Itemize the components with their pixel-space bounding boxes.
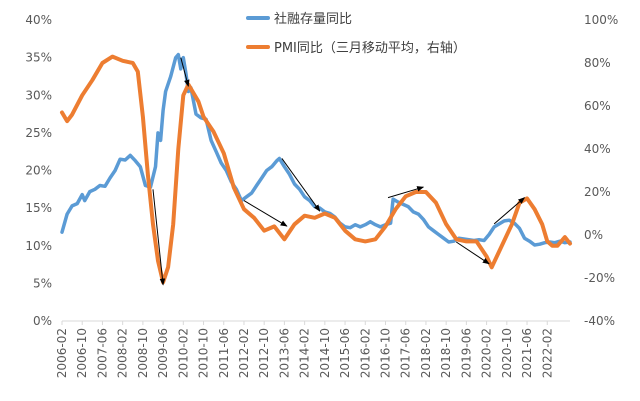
trend-arrow-3 (243, 200, 288, 227)
right-tick-label: 80% (584, 56, 611, 70)
x-tick-label: 2014-02 (298, 328, 312, 378)
x-tick-label: 2008-02 (116, 328, 130, 378)
x-tick-label: 2006-02 (55, 328, 69, 378)
trend-arrow-7 (493, 197, 526, 225)
x-tick-label: 2014-10 (318, 328, 332, 378)
right-tick-label: 20% (584, 185, 611, 199)
left-axis: 0% 5% 10% 15% 20% 25% 30% 35% 40% (25, 13, 52, 328)
x-tick-label: 2015-06 (338, 328, 352, 378)
x-tick-label: 2021-06 (520, 328, 534, 378)
x-tick-label: 2009-06 (156, 328, 170, 378)
right-tick-label: 40% (584, 142, 611, 156)
legend: 社融存量同比 PMI同比（三月移动平均，右轴） (246, 11, 466, 56)
series-layer (60, 52, 572, 285)
x-tick-label: 2022-02 (540, 328, 554, 378)
legend-label-1: 社融存量同比 (274, 11, 352, 27)
left-tick-label: 0% (33, 314, 52, 328)
x-tick-label: 2007-06 (95, 328, 109, 378)
trend-arrow-6 (455, 241, 490, 265)
left-tick-label: 40% (25, 13, 52, 27)
right-axis: -40% -20% 0% 20% 40% 60% 80% 100% (584, 13, 618, 328)
x-tick-label: 2016-10 (379, 328, 393, 378)
annotation-layer (152, 57, 526, 286)
x-tick-label: 2006-10 (75, 328, 89, 378)
left-tick-label: 10% (25, 239, 52, 253)
trend-arrow-4 (281, 158, 321, 212)
right-tick-label: -40% (584, 314, 615, 328)
x-tick-label: 2016-02 (358, 328, 372, 378)
legend-label-2: PMI同比（三月移动平均，右轴） (274, 41, 466, 56)
x-tick-label: 2018-02 (419, 328, 433, 378)
left-tick-label: 15% (25, 201, 52, 215)
x-tick-label: 2020-02 (480, 328, 494, 378)
left-tick-label: 20% (25, 164, 52, 178)
trend-arrow-2 (180, 57, 190, 87)
right-tick-label: -20% (584, 271, 615, 285)
x-tick-label: 2010-10 (197, 328, 211, 378)
x-tick-label: 2020-10 (500, 328, 514, 378)
x-axis: 2006-02 2006-10 2007-06 2008-02 2008-10 2009-… (55, 320, 570, 378)
x-tick-label: 2013-06 (277, 328, 291, 378)
x-tick-label: 2012-10 (257, 328, 271, 378)
right-tick-label: 60% (584, 99, 611, 113)
right-tick-label: 0% (584, 228, 603, 242)
series-line-2 (60, 54, 572, 285)
left-tick-label: 25% (25, 126, 52, 140)
x-tick-label: 2008-10 (136, 328, 150, 378)
left-tick-label: 30% (25, 88, 52, 102)
x-tick-label: 2012-02 (237, 328, 251, 378)
left-tick-label: 5% (33, 276, 52, 290)
x-tick-label: 2017-06 (399, 328, 413, 378)
x-tick-label: 2011-06 (217, 328, 231, 378)
right-tick-label: 100% (584, 13, 618, 27)
left-tick-label: 35% (25, 51, 52, 65)
trend-arrow-1 (152, 189, 166, 286)
x-tick-label: 2018-10 (439, 328, 453, 378)
x-tick-label: 2010-02 (176, 328, 190, 378)
trend-arrow-5 (387, 186, 425, 199)
x-tick-label: 2019-06 (459, 328, 473, 378)
